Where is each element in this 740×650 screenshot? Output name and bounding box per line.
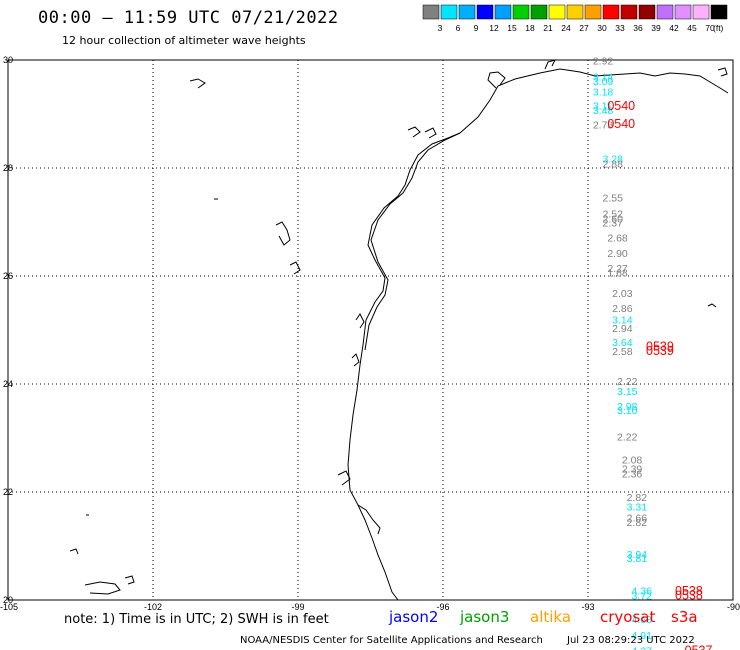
wave-height-value: 3.18 [593,87,614,99]
lat-tick-label: 24 [3,379,13,389]
lon-tick-label: -96 [436,602,449,612]
wave-height-value: 2.94 [612,323,633,335]
map-subtitle: 12 hour collection of altimeter wave hei… [62,34,306,47]
pass-time-labels: 05400540053905390538053805370537 [607,99,712,650]
footer-note: note: 1) Time is in UTC; 2) SWH is in fe… [64,612,329,627]
pass-time-label: 0538 [675,588,703,602]
lat-tick-label: 28 [3,163,13,173]
wave-height-value: 2.90 [607,248,628,260]
lon-tick-label: -90 [727,602,740,612]
lat-tick-label: 30 [3,55,13,65]
wave-height-value: 3.48 [593,105,614,117]
wave-height-value: 1.68 [607,268,628,280]
wave-height-value: 2.52 [603,209,624,221]
coastline [69,59,729,601]
wave-height-value: 2.82 [627,492,648,504]
pass-time-label: 0539 [646,344,674,358]
satellite-legend-item: jason2 [389,608,439,626]
wave-height-value: 4.63 [632,614,653,626]
wave-height-value: 3.81 [627,553,648,565]
wave-height-value: 3.15 [617,386,638,398]
pass-time-label: 0537 [685,644,713,650]
lon-tick-label: -93 [581,602,594,612]
wave-height-value: 2.27 [607,263,628,275]
wave-height-value: 2.98 [617,401,638,413]
wave-height-value: 3.94 [627,549,648,561]
wave-height-value: 3.09 [593,76,614,88]
wave-height-value: 3.72 [632,590,653,602]
wave-height-value: 3.28 [603,154,624,166]
wave-height-value: 2.92 [593,55,614,67]
satellite-legend-item: cryosat [600,608,656,626]
wave-height-value: 2.58 [612,346,633,358]
wave-height-value: 2.60 [603,214,624,226]
lon-tick-label: -102 [144,602,162,612]
wave-height-value: 2.73 [593,120,614,132]
wave-height-value: 2.55 [603,192,624,204]
lat-tick-label: 20 [3,595,13,605]
wave-height-value: 2.03 [612,288,633,300]
generated-timestamp: Jul 23 08:29:23 UTC 2022 [567,635,695,646]
map-title: 00:00 – 11:59 UTC 07/21/2022 [38,8,339,28]
wave-height-value: 4.91 [632,630,653,642]
satellite-legend-item: altika [530,608,572,626]
wave-height-value: 2.66 [627,513,648,525]
wave-height-value: 3.11 [593,101,613,113]
satellite-legend-item: jason3 [460,608,510,626]
wave-height-value: 3.10 [617,405,638,417]
wave-height-value: 3.14 [612,315,633,327]
credit-line: NOAA/NESDIS Center for Satellite Applica… [240,635,543,646]
wave-height-value: 2.22 [617,376,638,388]
satellite-legend-item: s3a [671,608,698,626]
wave-height-value: 2.08 [622,454,643,466]
pass-time-label: 0539 [646,340,674,354]
lon-tick-label: -99 [291,602,304,612]
wave-height-value: 2.86 [612,303,633,315]
wave-height-value: 2.39 [622,464,643,476]
wave-height-value: 3.14 [593,72,614,84]
pass-time-label: 0540 [607,99,635,113]
wave-height-value: 2.22 [617,432,638,444]
wave-height-observations: 2.923.143.093.183.113.482.733.282.882.55… [593,55,652,650]
lat-lon-grid: 30 28 26 24 22 20-105 -102 -99 -96 -93 -90 [0,55,740,612]
wave-height-value: 4.36 [632,586,653,598]
pass-time-label: 0538 [675,584,703,598]
map-frame [7,59,734,601]
wave-height-value: 3.31 [627,501,648,513]
wave-height-value: 2.68 [607,232,628,244]
pass-time-label: 0540 [607,117,635,131]
wave-height-value: 4.27 [632,646,653,650]
wave-height-value: 2.82 [627,517,648,529]
lat-tick-label: 22 [3,487,13,497]
lon-tick-label: -105 [0,602,18,612]
lat-tick-label: 26 [3,271,13,281]
wave-height-value: 2.36 [622,468,643,480]
wave-height-value: 3.64 [612,337,633,349]
wave-height-value: 2.37 [603,217,624,229]
wave-height-value: 2.88 [603,158,624,170]
